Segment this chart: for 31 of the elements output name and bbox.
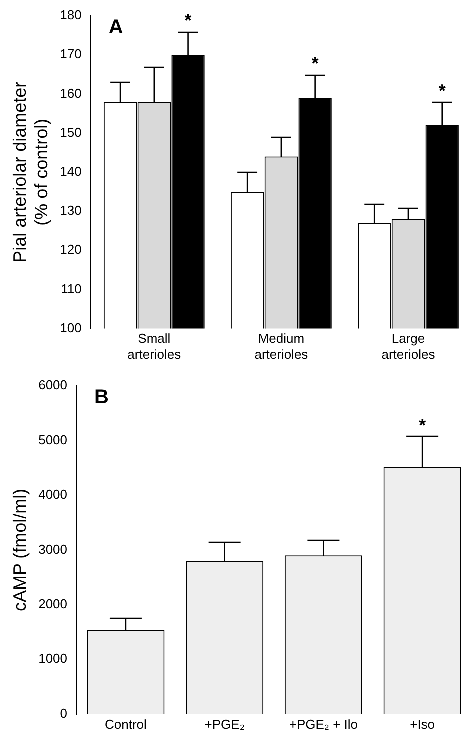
y-tick-label: 140 xyxy=(60,164,82,179)
x-tick-label: +PGE₂ xyxy=(204,716,245,732)
data-label: * xyxy=(419,415,426,436)
x-tick-label: Large arterioles xyxy=(382,331,436,362)
x-tick-label: Control xyxy=(104,716,148,732)
y-tick-label: 130 xyxy=(60,203,82,218)
x-tick-label: Small arterioles xyxy=(128,331,182,362)
chart-title: B xyxy=(94,386,109,409)
y-tick-label: 2000 xyxy=(38,596,68,612)
y-tick-label: 170 xyxy=(60,46,82,62)
y-tick-label: 1000 xyxy=(38,651,68,666)
y-tick-label: 110 xyxy=(61,281,82,296)
x-tick-label: Medium arterioles xyxy=(254,331,309,362)
y-tick-label: 150 xyxy=(60,124,82,140)
data-label: * xyxy=(312,54,319,74)
y-tick-label: 4000 xyxy=(38,487,68,502)
y-tick-label: 120 xyxy=(60,242,82,258)
data-label: * xyxy=(438,80,446,101)
y-tick-label: 100 xyxy=(60,320,82,336)
y-tick-label: 180 xyxy=(60,8,82,23)
y-tick-label: 0 xyxy=(60,706,68,721)
y-tick-label: 160 xyxy=(60,86,82,101)
y-tick-label: 5000 xyxy=(38,432,68,448)
y-tick-label: 6000 xyxy=(38,378,68,393)
y-axis-title: Pial arteriolar diameter (% of control) xyxy=(10,82,52,263)
x-tick-label: +PGE₂ + Ilo xyxy=(289,716,358,732)
x-tick-label: +Iso xyxy=(410,716,436,732)
y-axis-title: cAMP (fmol/ml) xyxy=(10,488,30,612)
y-tick-label: 3000 xyxy=(38,542,68,557)
chart-title: A xyxy=(108,16,124,39)
data-label: * xyxy=(184,10,192,31)
